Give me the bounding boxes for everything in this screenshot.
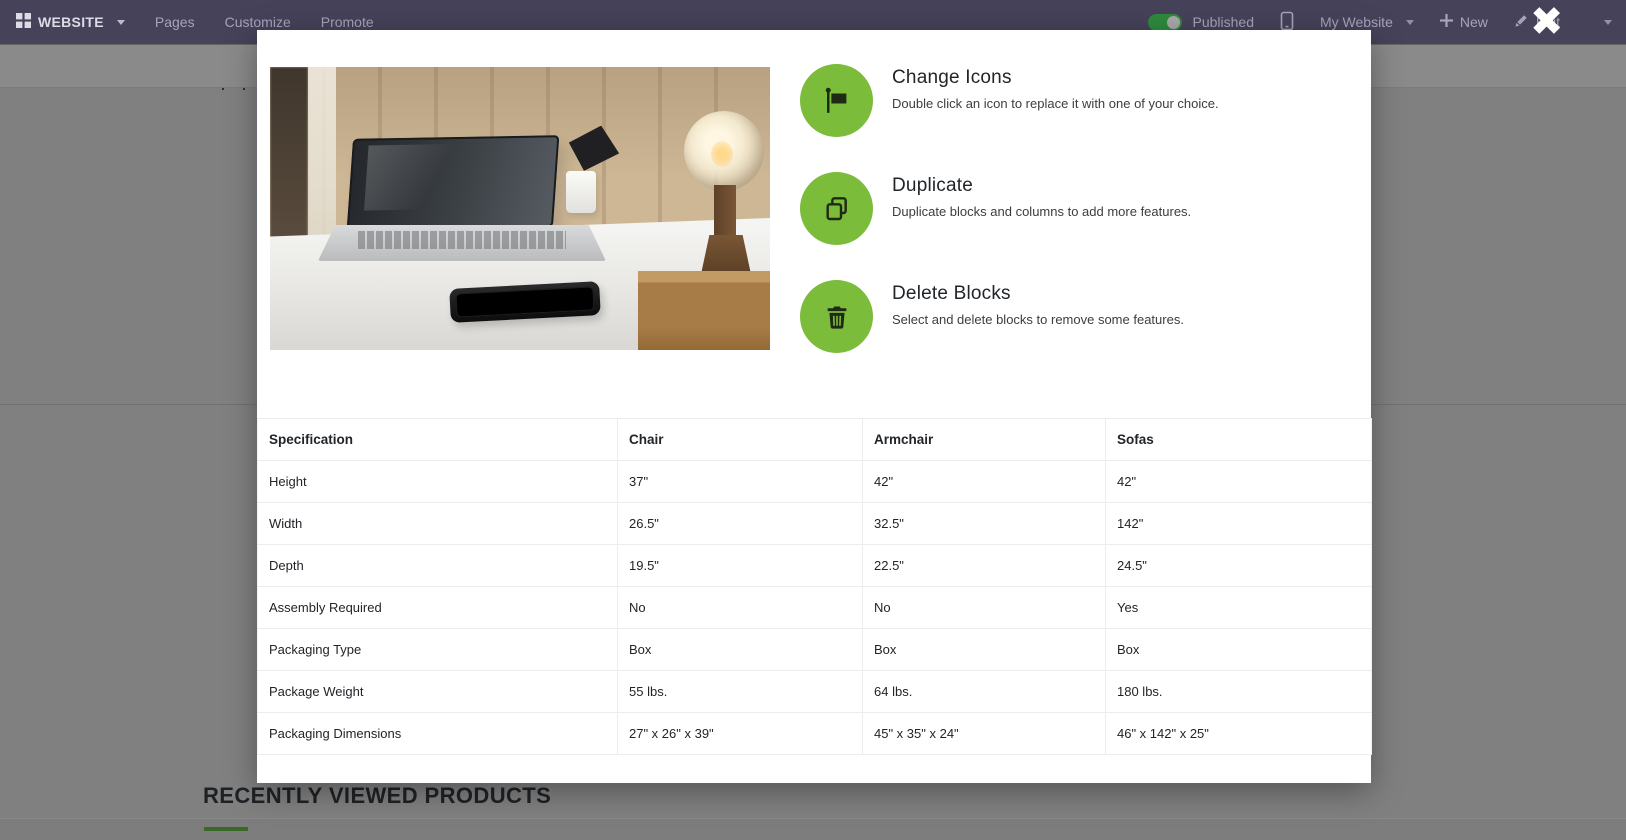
chevron-down-icon: [116, 19, 125, 25]
feature-list: Change Icons Double click an icon to repl…: [800, 64, 1360, 388]
table-header-cell: Chair: [617, 418, 863, 461]
spec-value-cell: No: [862, 586, 1106, 629]
feature-text: Delete Blocks Select and delete blocks to…: [892, 280, 1184, 353]
edit-button-label: Edit: [1535, 14, 1560, 30]
specification-table: Specification Chair Armchair Sofas Height 37…: [257, 418, 1372, 755]
recently-viewed-title: RECENTLY VIEWED PRODUCTS: [203, 783, 552, 808]
nav-item-pages[interactable]: Pages: [154, 14, 195, 30]
table-row: Package Weight 55 lbs. 64 lbs. 180 lbs.: [257, 670, 1372, 713]
spec-name-cell: Package Weight: [257, 670, 618, 713]
spec-value-cell: 142": [1105, 502, 1372, 545]
table-header-cell: Armchair: [862, 418, 1106, 461]
flag-icon[interactable]: [800, 64, 873, 137]
feature-text: Change Icons Double click an icon to repl…: [892, 64, 1219, 137]
theme-preview-modal: Change Icons Double click an icon to repl…: [257, 30, 1372, 783]
navbar-more-dropdown[interactable]: [1604, 19, 1612, 25]
spec-value-cell: Box: [617, 628, 863, 671]
feature-duplicate: Duplicate Duplicate blocks and columns to…: [800, 172, 1360, 245]
spec-value-cell: 64 lbs.: [862, 670, 1106, 713]
published-toggle[interactable]: Published: [1148, 13, 1254, 31]
apps-grid-icon: [16, 13, 31, 31]
spec-value-cell: 24.5": [1105, 544, 1372, 587]
spec-name-cell: Packaging Dimensions: [257, 712, 618, 755]
feature-change-icons: Change Icons Double click an icon to repl…: [800, 64, 1360, 137]
published-label: Published: [1192, 14, 1254, 30]
spec-value-cell: 46" x 142" x 25": [1105, 712, 1372, 755]
spec-value-cell: 27" x 26" x 39": [617, 712, 863, 755]
spec-value-cell: No: [617, 586, 863, 629]
spec-value-cell: Box: [862, 628, 1106, 671]
photo-lamp-neck: [714, 185, 736, 245]
photo-mug: [566, 171, 596, 213]
navbar-menu: Pages Customize Promote: [155, 14, 374, 30]
feature-title: Change Icons: [892, 67, 1012, 88]
spec-value-cell: Yes: [1105, 586, 1372, 629]
table-row: Width 26.5" 32.5" 142": [257, 502, 1372, 545]
spec-value-cell: 32.5": [862, 502, 1106, 545]
footer-divider: [0, 818, 1626, 819]
spec-value-cell: 55 lbs.: [617, 670, 863, 713]
spec-value-cell: 42": [862, 460, 1106, 503]
new-button[interactable]: New: [1439, 14, 1488, 30]
photo-wood-block: [638, 271, 770, 350]
spec-name-cell: Width: [257, 502, 618, 545]
spec-value-cell: Box: [1105, 628, 1372, 671]
table-header-row: Specification Chair Armchair Sofas: [257, 418, 1372, 461]
toggle-track[interactable]: [1148, 13, 1183, 31]
feature-title: Delete Blocks: [892, 283, 1011, 304]
spec-name-cell: Packaging Type: [257, 628, 618, 671]
toggle-knob: [1167, 15, 1181, 29]
table-row: Packaging Type Box Box Box: [257, 628, 1372, 671]
title-underline: [204, 827, 248, 831]
desk-photo: [270, 67, 770, 350]
feature-description: Duplicate blocks and columns to add more…: [892, 204, 1192, 219]
plus-icon: [1439, 14, 1453, 30]
photo-laptop-keyboard: [318, 225, 606, 261]
spec-name-cell: Height: [257, 460, 618, 503]
feature-description: Select and delete blocks to remove some …: [892, 312, 1184, 327]
photo-laptop-screen: [346, 135, 560, 231]
nav-item-promote[interactable]: Promote: [320, 14, 374, 30]
spec-name-cell: Assembly Required: [257, 586, 618, 629]
pencil-icon: [1514, 13, 1529, 31]
feature-text: Duplicate Duplicate blocks and columns to…: [892, 172, 1191, 245]
photo-lamp-globe: [684, 111, 764, 191]
edit-button[interactable]: Edit ✖: [1514, 0, 1586, 44]
spec-value-cell: 37": [617, 460, 863, 503]
spec-value-cell: 26.5": [617, 502, 863, 545]
feature-description: Double click an icon to replace it with …: [892, 96, 1219, 111]
mobile-preview-button[interactable]: [1280, 11, 1294, 34]
spec-value-cell: 180 lbs.: [1105, 670, 1372, 713]
photo-speaker: [567, 124, 621, 173]
footer-strip: [0, 819, 1626, 840]
trash-icon[interactable]: [800, 280, 873, 353]
chevron-down-icon: [1405, 19, 1414, 25]
table-row: Assembly Required No No Yes: [257, 586, 1372, 629]
my-website-dropdown[interactable]: My Website: [1320, 14, 1414, 30]
copy-icon[interactable]: [800, 172, 873, 245]
table-row: Height 37" 42" 42": [257, 460, 1372, 503]
spec-name-cell: Depth: [257, 544, 618, 587]
spec-value-cell: 42": [1105, 460, 1372, 503]
website-menu-label: WEBSITE: [38, 14, 104, 30]
feature-title: Duplicate: [892, 175, 974, 196]
table-row: Depth 19.5" 22.5" 24.5": [257, 544, 1372, 587]
mobile-icon: [1280, 11, 1294, 34]
feature-delete-blocks: Delete Blocks Select and delete blocks to…: [800, 280, 1360, 353]
table-row: Packaging Dimensions 27" x 26" x 39" 45" x…: [257, 712, 1372, 755]
website-menu-button[interactable]: WEBSITE: [16, 13, 125, 31]
table-header-cell: Sofas: [1105, 418, 1372, 461]
my-website-label: My Website: [1319, 14, 1393, 30]
spec-value-cell: 22.5": [862, 544, 1106, 587]
spec-value-cell: 19.5": [617, 544, 863, 587]
table-header-cell: Specification: [257, 418, 618, 461]
spec-value-cell: 45" x 35" x 24": [862, 712, 1106, 755]
close-icon[interactable]: ✖: [1529, 0, 1564, 45]
nav-item-customize[interactable]: Customize: [224, 14, 291, 30]
new-button-label: New: [1459, 14, 1488, 30]
breadcrumb: · ·: [220, 78, 252, 98]
